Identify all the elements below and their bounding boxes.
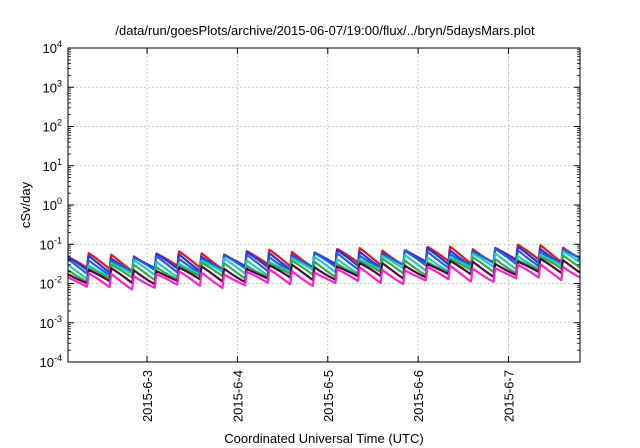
y-tick-label: 10-4 bbox=[40, 353, 62, 370]
series-group bbox=[67, 243, 581, 291]
x-axis-ticks: 2015-6-3 2015-6-4 2015-6-5 2015-6-6 2015-6-7 bbox=[140, 48, 516, 422]
y-tick-label: 10-1 bbox=[40, 235, 62, 252]
x-tick-label: 2015-6-6 bbox=[411, 370, 426, 422]
y-tick-label: 100 bbox=[43, 196, 62, 213]
grid bbox=[68, 48, 580, 362]
x-axis-label: Coordinated Universal Time (UTC) bbox=[224, 431, 423, 446]
y-tick-label: 101 bbox=[43, 157, 62, 174]
series-line-7 bbox=[67, 263, 581, 291]
y-tick-label: 102 bbox=[43, 118, 62, 135]
x-tick-label: 2015-6-5 bbox=[321, 370, 336, 422]
x-tick-label: 2015-6-7 bbox=[501, 370, 516, 422]
y-axis-label: cSv/day bbox=[18, 181, 33, 228]
series-line-4 bbox=[67, 250, 581, 280]
y-tick-label: 10-2 bbox=[40, 275, 62, 292]
x-tick-label: 2015-6-4 bbox=[230, 370, 245, 422]
series-line-5 bbox=[67, 254, 581, 283]
y-tick-label: 10-3 bbox=[40, 314, 62, 331]
y-axis-ticks: 10-4 10-3 10-2 10-1 100 101 102 103 104 bbox=[40, 39, 580, 370]
y-tick-label: 103 bbox=[43, 78, 62, 95]
x-tick-label: 2015-6-3 bbox=[140, 370, 155, 422]
y-tick-label: 104 bbox=[43, 39, 62, 56]
chart-title: /data/run/goesPlots/archive/2015-06-07/1… bbox=[115, 23, 535, 38]
